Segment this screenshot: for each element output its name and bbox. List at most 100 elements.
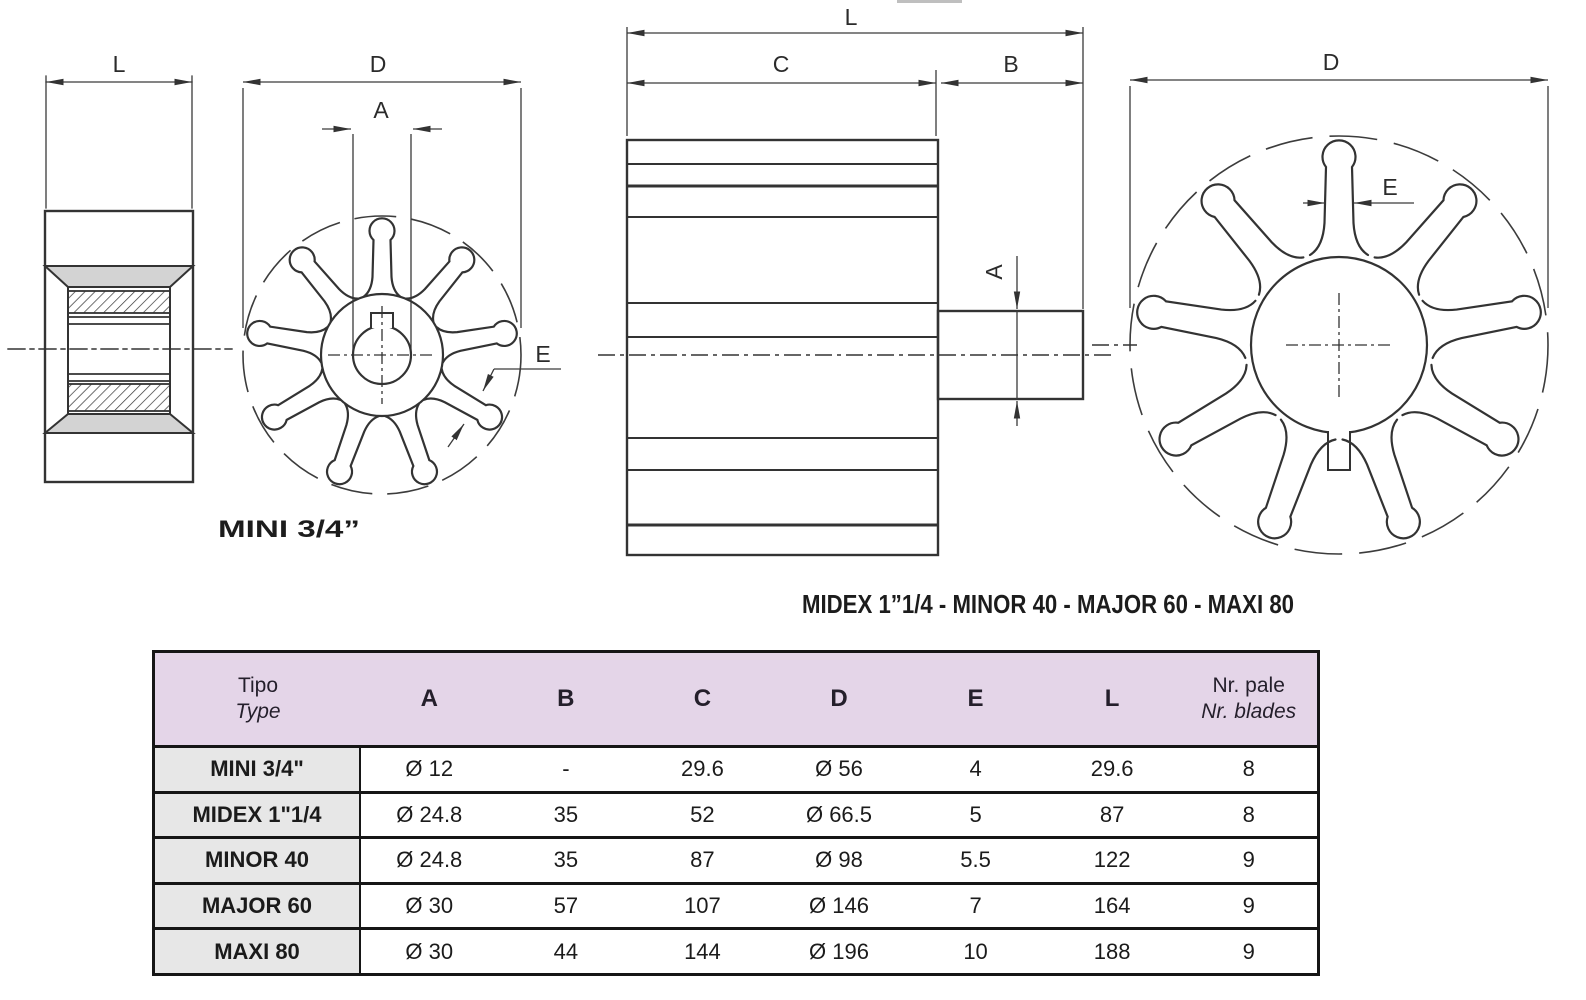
table-cell: 10 [907, 927, 1044, 973]
blade [253, 367, 342, 441]
table-cell: 7 [907, 881, 1044, 928]
table-cell: 52 [634, 790, 771, 837]
blade [243, 312, 329, 364]
mini-front-view: D A E MINI 3/4” [218, 51, 561, 543]
table-cell: 5.5 [907, 836, 1044, 882]
col-header-type-en: Type [235, 700, 281, 723]
dimension-arrow-e-lower [447, 423, 465, 448]
table-cell: Ø 30 [361, 881, 498, 928]
dimension-arrow-e-upper [482, 368, 495, 392]
blade [435, 312, 521, 364]
impeller-body-outline [625, 138, 940, 557]
drawing-caption: MIDEX 1”1/4 - MINOR 40 - MAJOR 60 - MAXI… [802, 589, 1294, 619]
keyway-notch [1327, 431, 1351, 471]
table-cell: 35 [497, 790, 635, 837]
dim-label-e-large: E [1382, 174, 1397, 200]
col-header-type-it: Tipo [237, 674, 279, 698]
blade [1421, 279, 1547, 360]
blade [422, 367, 511, 441]
row-label-minor: MINOR 40 [155, 836, 361, 882]
dim-label-l-mini-side: L [113, 51, 126, 77]
hub-extension [936, 309, 1085, 401]
col-header-l: L [1043, 653, 1181, 745]
col-header-e: E [907, 653, 1044, 745]
table-cell: 29.6 [634, 745, 771, 791]
table-cell: 9 [1180, 927, 1317, 973]
blade [1341, 418, 1438, 549]
hatched-hub-top [67, 290, 171, 314]
mini-view-title: MINI 3/4” [218, 516, 360, 543]
shaded-taper-bottom [42, 413, 196, 434]
col-header-d: D [770, 653, 908, 745]
table-cell: Ø 98 [770, 836, 908, 882]
dim-label-l-large: L [845, 4, 858, 30]
table-cell: 9 [1180, 836, 1317, 882]
table-cell: 57 [497, 881, 635, 928]
large-side-view: L C B A [598, 4, 1112, 557]
blade [404, 237, 485, 323]
row-label-midex: MIDEX 1"1/4 [155, 790, 361, 837]
row-label-mini: MINI 3/4" [155, 745, 361, 791]
blade [1401, 363, 1532, 474]
col-header-blades: Nr. pale Nr. blades [1180, 653, 1317, 745]
row-label-major: MAJOR 60 [155, 881, 361, 928]
blade [1240, 418, 1337, 549]
dim-label-d-large: D [1323, 49, 1340, 75]
table-cell: 9 [1180, 881, 1317, 928]
table-cell: 29.6 [1043, 745, 1181, 791]
table-cell: Ø 24.8 [361, 836, 498, 882]
col-header-blades-en: Nr. blades [1201, 700, 1297, 723]
blade [317, 402, 381, 491]
mini-impeller [242, 215, 522, 495]
table-cell: 87 [1043, 790, 1181, 837]
large-impeller [1129, 135, 1549, 555]
table-cell: 122 [1043, 836, 1181, 882]
table-cell: Ø 24.8 [361, 790, 498, 837]
table-cell: 87 [634, 836, 771, 882]
dim-label-d-mini: D [370, 51, 387, 77]
mini-side-view: L [7, 51, 233, 484]
table-cell: Ø 196 [770, 927, 908, 973]
col-header-a: A [361, 653, 498, 745]
blade [1131, 279, 1257, 360]
blade [1146, 363, 1277, 474]
blade [1308, 139, 1370, 257]
table-cell: Ø 146 [770, 881, 908, 928]
table-cell: 107 [634, 881, 771, 928]
hatched-hub-bottom [67, 383, 171, 412]
technical-drawings: L D A [7, 0, 1549, 619]
dim-label-a-large: A [981, 264, 1007, 280]
dim-label-e-mini: E [535, 341, 550, 367]
table-cell: Ø 66.5 [770, 790, 908, 837]
hub-circle [319, 292, 445, 418]
dim-label-a-mini: A [373, 97, 389, 123]
blade [383, 402, 447, 491]
shaded-taper-top [42, 265, 196, 288]
keyway-mask [371, 312, 393, 328]
table-cell: 8 [1180, 745, 1317, 791]
large-front-view: D E [1092, 49, 1549, 555]
table-cell: 164 [1043, 881, 1181, 928]
outer-diameter-circle [242, 215, 522, 495]
table-cell: 35 [497, 836, 635, 882]
dim-label-b: B [1003, 51, 1018, 77]
table-cell: Ø 12 [361, 745, 498, 791]
col-header-c: C [634, 653, 771, 745]
col-header-blades-it: Nr. pale [1212, 674, 1285, 698]
table-cell: 144 [634, 927, 771, 973]
table-cell: Ø 30 [361, 927, 498, 973]
table-cell: Ø 56 [770, 745, 908, 791]
table-cell: 44 [497, 927, 635, 973]
row-label-maxi: MAXI 80 [155, 927, 361, 973]
col-header-type: Tipo Type [155, 653, 361, 745]
table-cell: 4 [907, 745, 1044, 791]
keyway-mask [1328, 426, 1350, 472]
impeller-body-outline [43, 209, 195, 484]
dim-label-c: C [773, 51, 790, 77]
col-header-b: B [497, 653, 635, 745]
spec-table: Tipo Type A B C D E L Nr. pale Nr. blade… [152, 650, 1320, 976]
table-cell: 5 [907, 790, 1044, 837]
blade [362, 217, 402, 298]
table-cell: 188 [1043, 927, 1181, 973]
table-cell: 8 [1180, 790, 1317, 837]
